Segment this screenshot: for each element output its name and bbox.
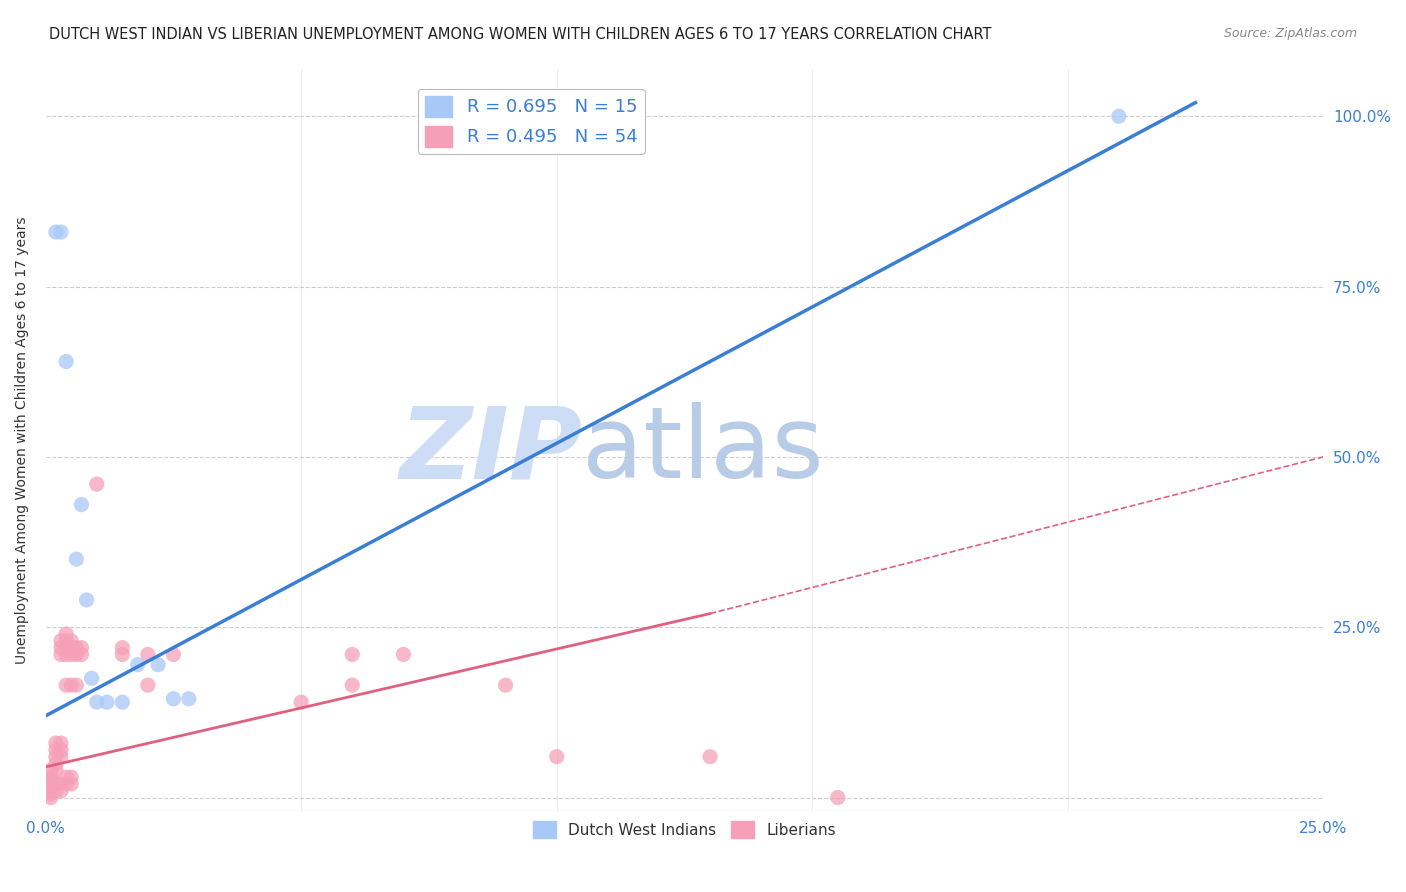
Point bbox=[65, 678, 87, 692]
Point bbox=[39, 783, 62, 797]
Point bbox=[55, 678, 77, 692]
Point bbox=[45, 783, 67, 797]
Point bbox=[495, 678, 517, 692]
Point bbox=[49, 225, 72, 239]
Point bbox=[177, 691, 200, 706]
Point bbox=[80, 671, 103, 685]
Point bbox=[60, 678, 83, 692]
Legend: Dutch West Indians, Liberians: Dutch West Indians, Liberians bbox=[527, 814, 842, 845]
Point bbox=[49, 749, 72, 764]
Point bbox=[49, 633, 72, 648]
Point bbox=[39, 764, 62, 778]
Text: ZIP: ZIP bbox=[399, 402, 582, 500]
Point bbox=[65, 648, 87, 662]
Point bbox=[96, 695, 118, 709]
Point bbox=[70, 640, 93, 655]
Point bbox=[111, 648, 134, 662]
Point bbox=[111, 640, 134, 655]
Point bbox=[70, 648, 93, 662]
Y-axis label: Unemployment Among Women with Children Ages 6 to 17 years: Unemployment Among Women with Children A… bbox=[15, 216, 30, 664]
Point bbox=[76, 593, 98, 607]
Point bbox=[39, 787, 62, 801]
Point bbox=[342, 648, 364, 662]
Point bbox=[60, 648, 83, 662]
Point bbox=[127, 657, 149, 672]
Point bbox=[136, 648, 159, 662]
Point bbox=[146, 657, 169, 672]
Text: atlas: atlas bbox=[582, 402, 824, 500]
Point bbox=[45, 749, 67, 764]
Point bbox=[111, 695, 134, 709]
Point bbox=[45, 225, 67, 239]
Point bbox=[162, 691, 184, 706]
Point bbox=[827, 790, 849, 805]
Point bbox=[60, 640, 83, 655]
Point bbox=[55, 777, 77, 791]
Text: DUTCH WEST INDIAN VS LIBERIAN UNEMPLOYMENT AMONG WOMEN WITH CHILDREN AGES 6 TO 1: DUTCH WEST INDIAN VS LIBERIAN UNEMPLOYME… bbox=[49, 27, 991, 42]
Point bbox=[70, 498, 93, 512]
Point bbox=[86, 477, 108, 491]
Point bbox=[55, 354, 77, 368]
Point bbox=[60, 633, 83, 648]
Point bbox=[39, 777, 62, 791]
Point bbox=[39, 790, 62, 805]
Point bbox=[49, 736, 72, 750]
Point bbox=[49, 743, 72, 757]
Point bbox=[39, 770, 62, 784]
Point bbox=[49, 777, 72, 791]
Point bbox=[39, 773, 62, 788]
Point bbox=[45, 756, 67, 771]
Point bbox=[162, 648, 184, 662]
Point bbox=[86, 695, 108, 709]
Text: Source: ZipAtlas.com: Source: ZipAtlas.com bbox=[1223, 27, 1357, 40]
Point bbox=[60, 770, 83, 784]
Point bbox=[290, 695, 312, 709]
Point bbox=[136, 678, 159, 692]
Point bbox=[55, 640, 77, 655]
Point bbox=[342, 678, 364, 692]
Point bbox=[65, 640, 87, 655]
Point bbox=[65, 552, 87, 566]
Point bbox=[60, 777, 83, 791]
Point bbox=[546, 749, 568, 764]
Point bbox=[55, 633, 77, 648]
Point bbox=[55, 770, 77, 784]
Point bbox=[49, 648, 72, 662]
Point bbox=[49, 640, 72, 655]
Point bbox=[45, 777, 67, 791]
Point bbox=[699, 749, 721, 764]
Point bbox=[45, 736, 67, 750]
Point bbox=[49, 783, 72, 797]
Point bbox=[45, 743, 67, 757]
Point bbox=[45, 764, 67, 778]
Point bbox=[1108, 109, 1130, 123]
Point bbox=[392, 648, 415, 662]
Point bbox=[55, 648, 77, 662]
Point bbox=[55, 627, 77, 641]
